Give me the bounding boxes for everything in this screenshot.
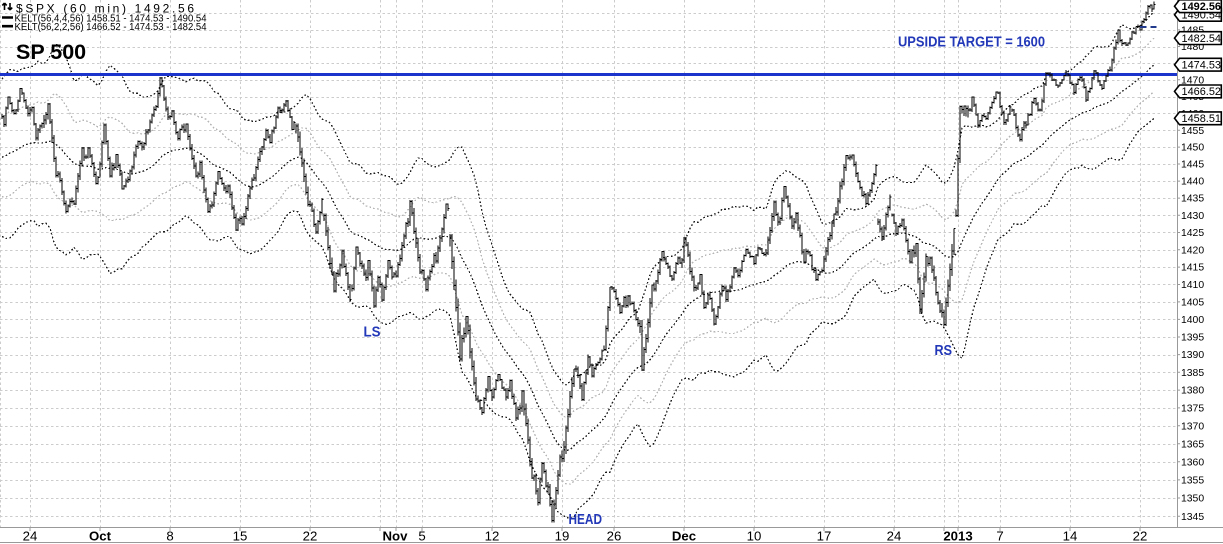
svg-text:1482.54: 1482.54: [1182, 33, 1222, 45]
svg-text:1380: 1380: [1181, 386, 1204, 397]
svg-text:1440: 1440: [1181, 177, 1204, 188]
svg-text:1450: 1450: [1181, 143, 1204, 154]
svg-text:10: 10: [747, 529, 762, 544]
svg-text:1466.52: 1466.52: [1182, 86, 1222, 98]
svg-text:1415: 1415: [1181, 263, 1204, 274]
svg-text:1345: 1345: [1181, 512, 1204, 523]
svg-text:1395: 1395: [1181, 333, 1204, 344]
svg-text:1492.56: 1492.56: [1182, 1, 1222, 13]
svg-text:HEAD: HEAD: [569, 511, 603, 528]
svg-text:17: 17: [817, 529, 832, 544]
svg-text:14: 14: [1063, 529, 1078, 544]
svg-text:1435: 1435: [1181, 194, 1204, 205]
svg-text:1370: 1370: [1181, 421, 1204, 432]
svg-text:1410: 1410: [1181, 280, 1204, 291]
svg-text:1480: 1480: [1181, 42, 1204, 53]
svg-text:SP 500: SP 500: [16, 40, 86, 64]
svg-text:1430: 1430: [1181, 211, 1204, 222]
svg-text:KELT(56,2,2,56) 1466.52 - 1474: KELT(56,2,2,56) 1466.52 - 1474.53 - 1482…: [15, 22, 207, 33]
svg-text:KELT(56,4,4,56) 1458.51 - 1474: KELT(56,4,4,56) 1458.51 - 1474.53 - 1490…: [15, 13, 207, 24]
svg-text:5: 5: [418, 529, 425, 544]
svg-text:1400: 1400: [1181, 315, 1204, 326]
svg-text:8: 8: [166, 529, 173, 544]
svg-text:15: 15: [233, 529, 248, 544]
svg-text:24: 24: [887, 529, 902, 544]
svg-text:Dec: Dec: [672, 529, 696, 544]
svg-text:7: 7: [996, 529, 1003, 544]
svg-text:Nov: Nov: [383, 529, 409, 544]
svg-text:1474.53: 1474.53: [1182, 59, 1222, 71]
svg-text:2013: 2013: [943, 529, 972, 544]
svg-text:1375: 1375: [1181, 404, 1204, 415]
svg-text:1458.51: 1458.51: [1182, 113, 1222, 125]
svg-text:19: 19: [555, 529, 570, 544]
svg-text:1390: 1390: [1181, 350, 1204, 361]
svg-text:22: 22: [303, 529, 318, 544]
svg-text:1420: 1420: [1181, 245, 1204, 256]
svg-text:RS: RS: [935, 342, 953, 359]
svg-text:1350: 1350: [1181, 494, 1204, 505]
svg-text:1405: 1405: [1181, 298, 1204, 309]
svg-text:1360: 1360: [1181, 457, 1204, 468]
svg-text:12: 12: [485, 529, 500, 544]
svg-text:22: 22: [1133, 529, 1148, 544]
svg-text:1355: 1355: [1181, 476, 1204, 487]
svg-text:1385: 1385: [1181, 368, 1204, 379]
svg-text:LS: LS: [364, 324, 381, 341]
svg-text:1445: 1445: [1181, 160, 1204, 171]
svg-text:UPSIDE TARGET = 1600: UPSIDE TARGET = 1600: [898, 35, 1045, 51]
svg-text:24: 24: [23, 529, 38, 544]
svg-text:1455: 1455: [1181, 126, 1204, 137]
svg-text:1425: 1425: [1181, 228, 1204, 239]
svg-text:1470: 1470: [1181, 75, 1204, 86]
svg-text:26: 26: [607, 529, 622, 544]
svg-text:1365: 1365: [1181, 439, 1204, 450]
svg-text:Oct: Oct: [89, 529, 112, 544]
